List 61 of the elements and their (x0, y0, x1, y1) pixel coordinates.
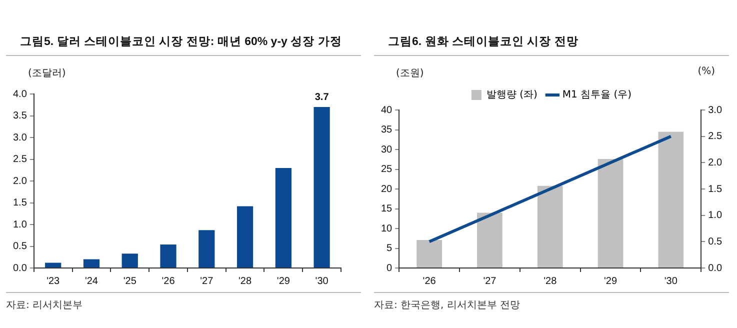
legend-label: M1 침투율 (우) (562, 90, 632, 101)
y2-tick-label: 0.5 (708, 236, 722, 248)
bar (537, 186, 563, 268)
bar (122, 254, 138, 268)
y-tick-label: 10 (381, 223, 393, 234)
x-tick-label: '28 (238, 276, 252, 287)
y2-axis-title: (%) (698, 66, 715, 77)
bar (416, 240, 442, 268)
data-label: 3.7 (314, 92, 330, 103)
bar (598, 158, 624, 268)
bar (314, 107, 330, 268)
x-tick-label: '25 (123, 276, 137, 287)
y2-tick-label: 3.0 (708, 104, 722, 116)
y2-tick-label: 1.0 (708, 210, 722, 222)
y-tick-label: 2.0 (12, 176, 28, 187)
y-tick-label: 20 (381, 184, 393, 195)
y-tick-label: 3.0 (12, 132, 28, 144)
x-tick-label: '30 (664, 276, 678, 287)
y-tick-label: 0.5 (12, 241, 28, 252)
chart-title: 그림6. 원화 스테이블코인 시장 전망 (374, 30, 729, 56)
text: 자료: 한국은행, 리서치본부 전망 (374, 292, 729, 312)
x-tick-label: '28 (544, 276, 558, 287)
bar (236, 206, 254, 268)
chart-title: 그림5. 달러 스테이블코인 시장 전망: 매년 60% y-y 성장 가정 (6, 30, 361, 56)
y-axis-title: (조원) (396, 67, 424, 80)
x-tick-label: '29 (604, 276, 618, 287)
bar (275, 168, 292, 268)
bar (658, 132, 684, 268)
x-tick-label: '23 (46, 276, 60, 287)
y-tick-label: 40 (381, 104, 393, 116)
y2-tick-label: 0.0 (708, 262, 722, 274)
y-tick-label: 0 (386, 262, 393, 274)
bar (83, 259, 100, 268)
text: 자료: 리서치본부 (6, 292, 361, 312)
x-tick-label: '26 (162, 276, 176, 287)
y-tick-label: 2.5 (12, 154, 28, 165)
x-tick-label: '26 (422, 276, 436, 287)
y2-tick-label: 1.5 (708, 184, 722, 195)
y-tick-label: 25 (381, 164, 393, 175)
bar (198, 230, 215, 268)
y-tick-label: 30 (381, 144, 393, 156)
x-tick-label: '27 (483, 276, 497, 287)
y-tick-label: 1.0 (12, 219, 28, 230)
y-tick-label: 5 (386, 243, 393, 254)
y2-tick-label: 2.5 (708, 131, 722, 142)
x-tick-label: '24 (84, 276, 98, 287)
bar (45, 262, 62, 268)
y-tick-label: 4.0 (12, 88, 28, 100)
x-tick-label: '29 (276, 276, 290, 287)
y-tick-label: 35 (381, 124, 393, 136)
x-tick-label: '27 (200, 276, 214, 287)
y-tick-label: 1.5 (12, 198, 28, 208)
y-axis-title: (조달러) (28, 67, 66, 80)
bar (477, 212, 502, 268)
bar (160, 244, 176, 268)
x-tick-label: '30 (315, 276, 329, 287)
y-tick-label: 3.5 (12, 110, 28, 122)
y-tick-label: 0.0 (12, 262, 28, 274)
y-tick-label: 15 (381, 204, 393, 214)
legend-label: 발행량 (좌) (486, 90, 538, 101)
y2-tick-label: 2.0 (708, 157, 722, 168)
